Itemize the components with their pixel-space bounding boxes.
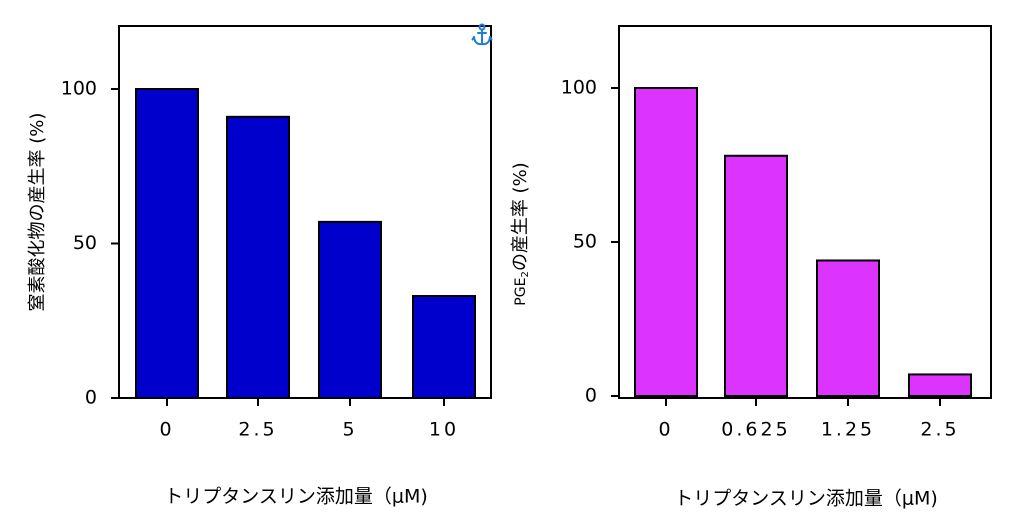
x-axis-label: トリプタンスリン添加量（μM) <box>164 486 428 508</box>
x-tick-label: 0 <box>159 419 174 441</box>
bar <box>226 115 290 399</box>
plot-frame <box>618 25 992 399</box>
y-tick-label: 50 <box>73 232 97 254</box>
x-tick-label: 5 <box>342 419 357 441</box>
plot-frame <box>118 25 492 399</box>
bar <box>135 88 199 399</box>
chart-pge2: 0 50 100 0 0.625 1.25 2.5 PGE2の産生率 (%) トリプタンス… <box>510 25 992 510</box>
y-axis-label-suffix: の産生率 (%) <box>510 162 531 271</box>
x-tick-label: 0.625 <box>721 419 790 441</box>
x-tick-label: 10 <box>429 419 459 441</box>
x-tick-label: 2.5 <box>920 419 959 441</box>
y-tick-label: 100 <box>61 78 97 100</box>
bar <box>412 295 476 399</box>
y-tick-label: 100 <box>561 77 597 99</box>
y-axis-label-prefix: PGE <box>513 278 529 306</box>
x-tick-label: 2.5 <box>238 419 277 441</box>
bar <box>908 373 972 398</box>
bar <box>816 259 880 398</box>
chart-nitric-oxide: 0 50 100 0 2.5 5 10 窒素酸化物の産生率 (%) トリプタンスリン添加量… <box>27 23 493 508</box>
y-axis-label-subscript: 2 <box>520 271 531 277</box>
x-axis-label: トリプタンスリン添加量（μM) <box>674 488 938 510</box>
y-axis-label: PGE2の産生率 (%) <box>510 162 531 305</box>
bar <box>318 220 382 399</box>
bar <box>724 154 788 397</box>
x-tick-label: 1.25 <box>821 419 875 441</box>
anchor-icon[interactable] <box>471 23 493 46</box>
y-axis-label: 窒素酸化物の産生率 (%) <box>27 113 48 312</box>
x-tick-label: 0 <box>658 419 673 441</box>
y-tick-label: 0 <box>85 387 97 409</box>
y-tick-label: 50 <box>573 231 597 253</box>
y-tick-label: 0 <box>585 385 597 407</box>
bar <box>634 87 698 397</box>
